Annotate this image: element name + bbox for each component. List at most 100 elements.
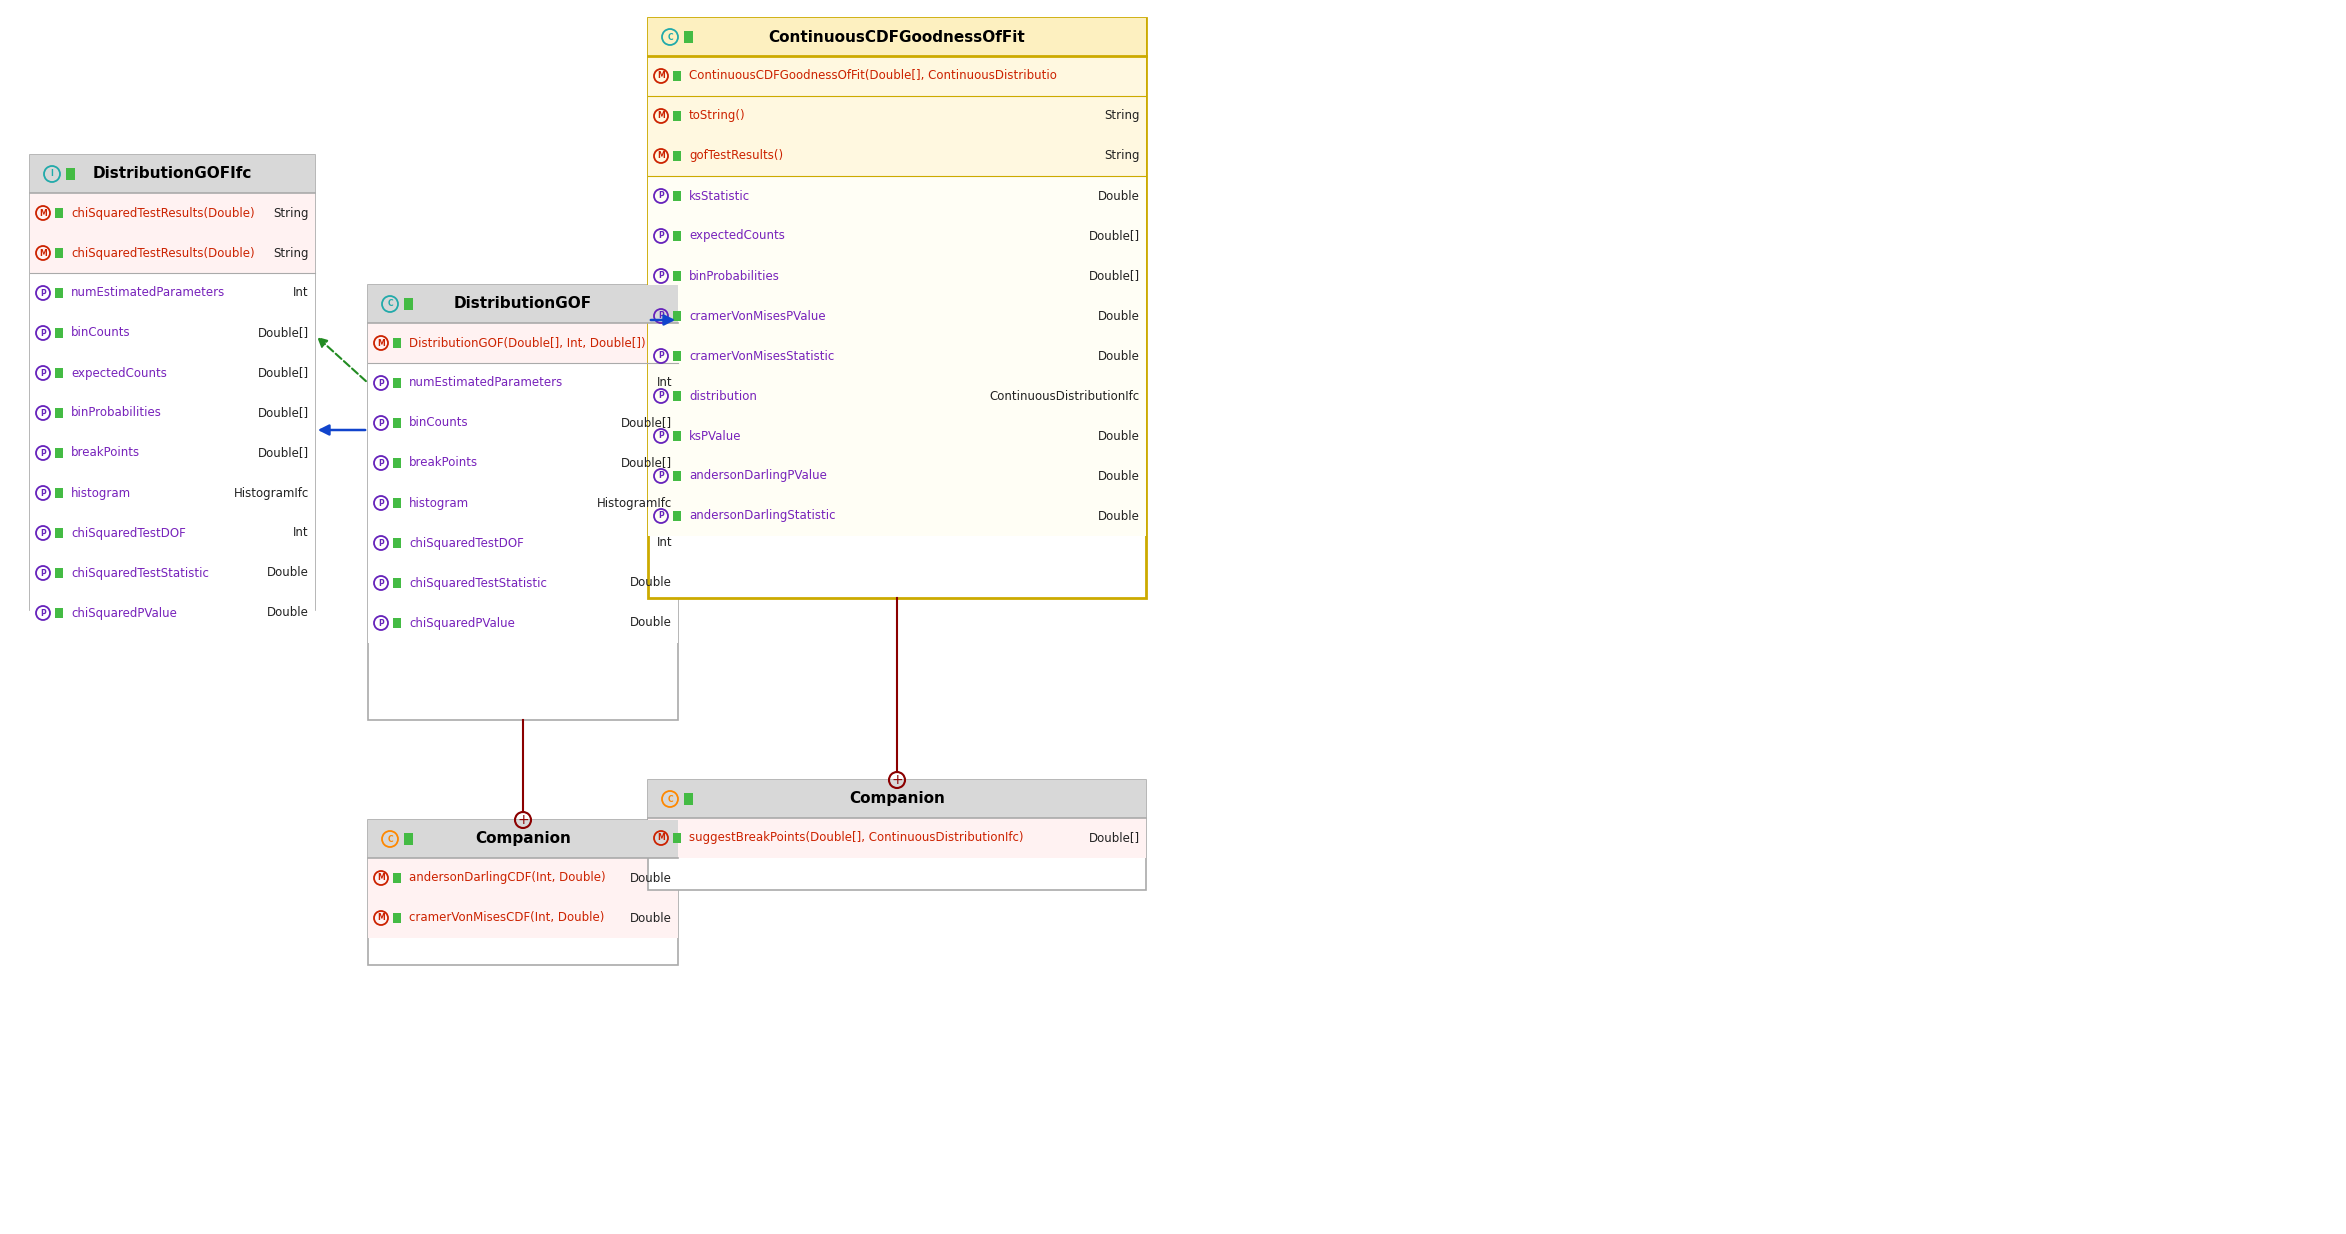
FancyBboxPatch shape (394, 338, 401, 348)
FancyBboxPatch shape (673, 833, 680, 843)
Text: Int: Int (657, 376, 671, 390)
Text: breakPoints: breakPoints (408, 457, 479, 469)
Text: ksPValue: ksPValue (690, 429, 741, 443)
Text: Double[]: Double[] (622, 417, 671, 429)
Text: Double: Double (1098, 510, 1140, 522)
FancyBboxPatch shape (673, 391, 680, 401)
Text: Double[]: Double[] (1089, 269, 1140, 283)
FancyBboxPatch shape (368, 285, 678, 719)
Text: M: M (378, 338, 385, 348)
Text: andersonDarlingCDF(Int, Double): andersonDarlingCDF(Int, Double) (408, 871, 605, 885)
Text: Double[]: Double[] (622, 457, 671, 469)
Text: P: P (378, 618, 385, 628)
Text: chiSquaredPValue: chiSquaredPValue (70, 606, 176, 619)
Text: Double: Double (1098, 310, 1140, 322)
FancyBboxPatch shape (368, 363, 678, 643)
FancyBboxPatch shape (673, 271, 680, 281)
Text: Companion: Companion (849, 791, 945, 807)
FancyBboxPatch shape (673, 350, 680, 362)
Text: binCounts: binCounts (408, 417, 469, 429)
Text: P: P (378, 579, 385, 587)
Text: breakPoints: breakPoints (70, 447, 141, 459)
Text: P: P (378, 499, 385, 507)
Text: chiSquaredTestStatistic: chiSquaredTestStatistic (408, 576, 547, 590)
FancyBboxPatch shape (54, 448, 63, 458)
Text: Double: Double (1098, 469, 1140, 482)
Text: Double[]: Double[] (258, 327, 310, 339)
FancyBboxPatch shape (673, 151, 680, 160)
Text: P: P (40, 569, 47, 578)
Text: String: String (274, 247, 310, 259)
Text: I: I (52, 169, 54, 179)
Text: binProbabilities: binProbabilities (70, 406, 162, 420)
Text: Double: Double (267, 606, 310, 619)
Text: Double: Double (1098, 190, 1140, 202)
Text: +: + (516, 813, 528, 827)
Text: Double: Double (631, 617, 671, 629)
FancyBboxPatch shape (54, 608, 63, 618)
Text: P: P (378, 538, 385, 548)
Text: Double: Double (631, 912, 671, 924)
FancyBboxPatch shape (368, 323, 678, 363)
Text: P: P (378, 459, 385, 468)
FancyBboxPatch shape (66, 168, 75, 180)
FancyBboxPatch shape (54, 209, 63, 218)
FancyBboxPatch shape (673, 191, 680, 201)
FancyBboxPatch shape (54, 248, 63, 258)
Text: Double[]: Double[] (1089, 832, 1140, 844)
Text: cramerVonMisesStatistic: cramerVonMisesStatistic (690, 349, 835, 363)
Text: P: P (40, 528, 47, 538)
Text: andersonDarlingPValue: andersonDarlingPValue (690, 469, 826, 482)
Text: ContinuousDistributionIfc: ContinuousDistributionIfc (990, 390, 1140, 402)
Text: Int: Int (293, 527, 310, 539)
Text: M: M (40, 209, 47, 217)
Text: toString(): toString() (690, 110, 746, 122)
Text: M: M (378, 913, 385, 923)
Text: DistributionGOF: DistributionGOF (453, 296, 591, 311)
Text: P: P (40, 289, 47, 297)
FancyBboxPatch shape (683, 31, 692, 43)
Text: histogram: histogram (70, 486, 131, 500)
Text: P: P (378, 379, 385, 387)
FancyBboxPatch shape (673, 431, 680, 441)
FancyBboxPatch shape (647, 780, 1145, 818)
FancyBboxPatch shape (673, 72, 680, 81)
Text: Int: Int (657, 537, 671, 549)
Text: P: P (40, 408, 47, 417)
Text: cramerVonMisesCDF(Int, Double): cramerVonMisesCDF(Int, Double) (408, 912, 605, 924)
FancyBboxPatch shape (647, 56, 1145, 96)
Text: C: C (387, 834, 392, 844)
Text: C: C (666, 795, 673, 803)
FancyBboxPatch shape (54, 288, 63, 297)
FancyBboxPatch shape (394, 538, 401, 548)
Text: Double: Double (631, 576, 671, 590)
Text: Double: Double (267, 566, 310, 580)
FancyBboxPatch shape (647, 19, 1145, 598)
FancyBboxPatch shape (54, 368, 63, 378)
Text: Double[]: Double[] (258, 447, 310, 459)
FancyBboxPatch shape (673, 511, 680, 521)
Text: Double: Double (1098, 429, 1140, 443)
Text: String: String (1105, 149, 1140, 163)
Text: Double[]: Double[] (1089, 230, 1140, 243)
Text: binCounts: binCounts (70, 327, 131, 339)
Text: P: P (40, 448, 47, 458)
Text: chiSquaredPValue: chiSquaredPValue (408, 617, 514, 629)
Text: binProbabilities: binProbabilities (690, 269, 779, 283)
Text: chiSquaredTestResults(Double): chiSquaredTestResults(Double) (70, 206, 256, 220)
Text: ContinuousCDFGoodnessOfFit(Double[], ContinuousDistributio: ContinuousCDFGoodnessOfFit(Double[], Con… (690, 69, 1058, 83)
FancyBboxPatch shape (404, 297, 413, 310)
FancyBboxPatch shape (54, 328, 63, 338)
FancyBboxPatch shape (647, 780, 1145, 890)
FancyBboxPatch shape (54, 568, 63, 578)
Text: expectedCounts: expectedCounts (70, 366, 167, 380)
Text: cramerVonMisesPValue: cramerVonMisesPValue (690, 310, 826, 322)
Text: String: String (1105, 110, 1140, 122)
Text: suggestBreakPoints(Double[], ContinuousDistributionIfc): suggestBreakPoints(Double[], ContinuousD… (690, 832, 1023, 844)
Text: P: P (659, 271, 664, 280)
FancyBboxPatch shape (394, 378, 401, 387)
Text: expectedCounts: expectedCounts (690, 230, 786, 243)
Text: ContinuousCDFGoodnessOfFit: ContinuousCDFGoodnessOfFit (769, 30, 1025, 44)
FancyBboxPatch shape (673, 471, 680, 481)
Text: Double[]: Double[] (258, 366, 310, 380)
